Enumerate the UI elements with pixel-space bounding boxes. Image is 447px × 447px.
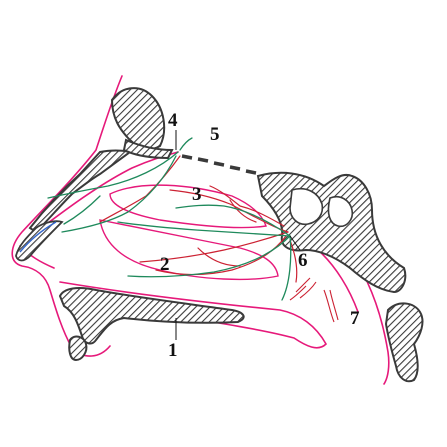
label-7: 7 bbox=[350, 308, 360, 329]
nerve-branch bbox=[127, 235, 291, 278]
artery-branch bbox=[139, 231, 289, 263]
label-4: 4 bbox=[168, 110, 178, 131]
nasal-bone bbox=[110, 87, 166, 150]
turbinates bbox=[99, 184, 279, 281]
nerve-branch bbox=[47, 151, 179, 199]
cribriform-dash bbox=[213, 161, 225, 167]
sphenoid-sinus-cavity bbox=[289, 188, 324, 226]
cribriform-plate bbox=[181, 154, 257, 175]
callouts: 1 2 3 4 5 6 7 bbox=[160, 110, 360, 361]
cartilage-strip bbox=[15, 220, 64, 262]
artery-branch bbox=[197, 247, 241, 267]
nerves bbox=[47, 137, 292, 301]
cartilage-blue-line bbox=[19, 221, 57, 253]
fragment bbox=[323, 289, 339, 323]
olfactory-fibers bbox=[179, 137, 193, 151]
artery-branch bbox=[289, 239, 298, 283]
label-6: 6 bbox=[298, 250, 308, 271]
cribriform-dash bbox=[245, 169, 257, 175]
bones bbox=[28, 87, 424, 383]
inferior-turbinate bbox=[99, 219, 279, 281]
frontal-bone-tip bbox=[122, 138, 174, 160]
nasopharynx-line bbox=[317, 249, 359, 313]
nerve-branch bbox=[175, 204, 291, 237]
cribriform-dash bbox=[181, 154, 193, 160]
cribriform-dash bbox=[197, 157, 209, 163]
atlas-vertebra bbox=[384, 302, 424, 383]
nerve-branch bbox=[61, 155, 177, 233]
cribriform-dash bbox=[229, 165, 241, 171]
sphenoid-bone bbox=[256, 171, 407, 294]
fragment bbox=[289, 277, 317, 301]
artery-branch bbox=[155, 235, 287, 276]
pharynx-fragments bbox=[289, 277, 339, 323]
nerve-branch bbox=[117, 221, 291, 237]
sphenoid-sinus-cavity-2 bbox=[327, 195, 354, 228]
artery-branch bbox=[229, 199, 257, 223]
leader-6 bbox=[289, 235, 301, 251]
palate-bone bbox=[58, 287, 245, 345]
label-3: 3 bbox=[192, 184, 202, 205]
sphenoid-sinus bbox=[289, 188, 354, 228]
artery-branch bbox=[169, 189, 289, 233]
label-2: 2 bbox=[160, 254, 170, 275]
leader-lines bbox=[175, 130, 301, 340]
label-1: 1 bbox=[168, 340, 178, 361]
nerve-branch bbox=[281, 235, 292, 301]
nasal-cartilage bbox=[15, 220, 64, 262]
nerve-branch bbox=[63, 195, 101, 225]
upper-incisor bbox=[68, 335, 88, 362]
artery-branch bbox=[209, 185, 285, 227]
middle-turbinate bbox=[109, 184, 267, 229]
label-5: 5 bbox=[210, 124, 220, 145]
